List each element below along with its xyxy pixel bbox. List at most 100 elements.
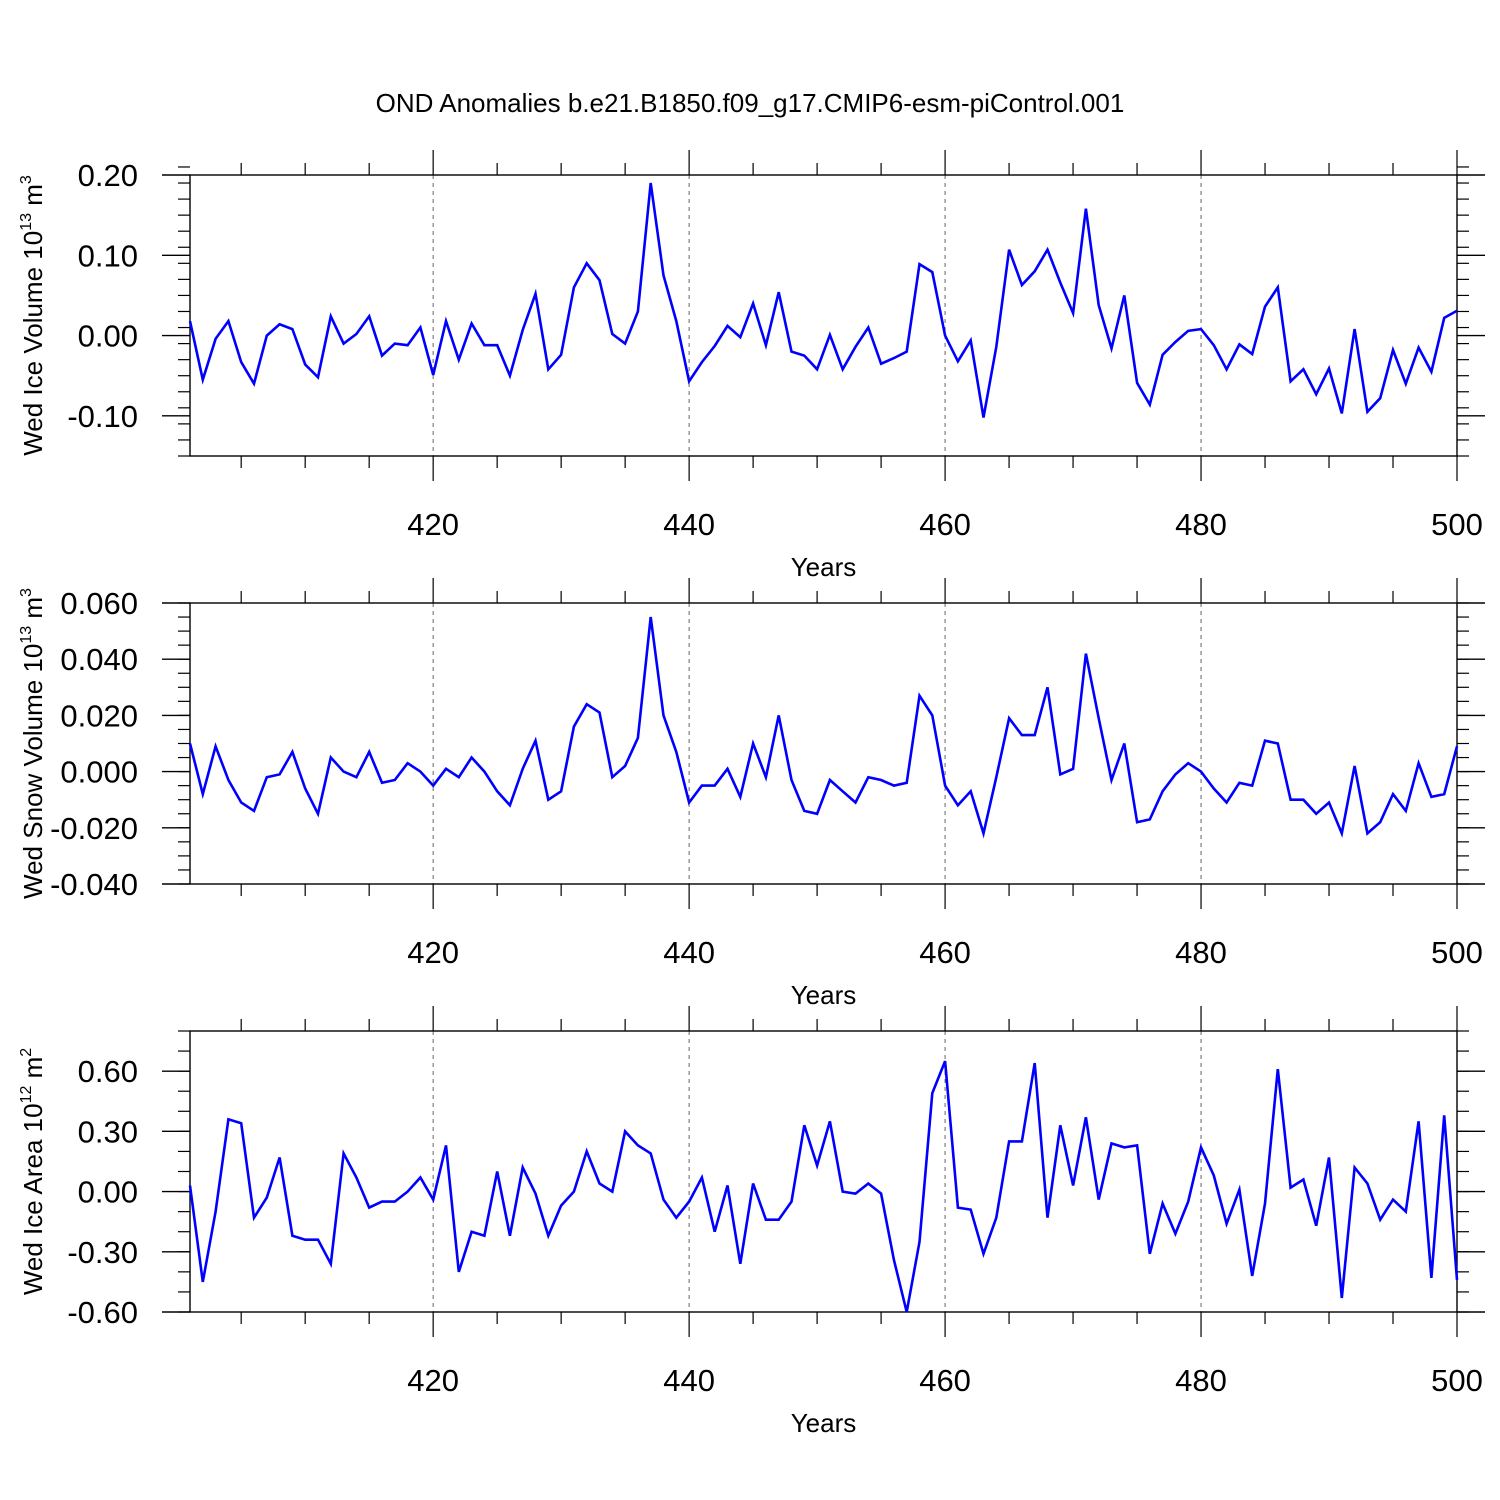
data-point xyxy=(266,776,268,778)
x-tick-label: 500 xyxy=(1431,935,1483,970)
data-point xyxy=(1405,810,1407,812)
data-point xyxy=(1289,380,1291,382)
data-point xyxy=(381,782,383,784)
data-point xyxy=(1110,779,1112,781)
data-point xyxy=(1213,344,1215,346)
data-point xyxy=(662,714,664,716)
data-point xyxy=(995,776,997,778)
data-point xyxy=(841,368,843,370)
y-tick-label: 0.30 xyxy=(78,1114,138,1149)
data-point xyxy=(330,756,332,758)
data-point xyxy=(816,813,818,815)
data-point xyxy=(701,361,703,363)
data-point xyxy=(240,801,242,803)
data-point xyxy=(765,344,767,346)
data-point xyxy=(1430,796,1432,798)
data-point xyxy=(1353,328,1355,330)
data-point xyxy=(1008,1140,1010,1142)
data-point xyxy=(1161,790,1163,792)
data-point xyxy=(752,302,754,304)
y-axis-label: Wed Ice Area 1012 m2 xyxy=(18,1048,48,1295)
data-point xyxy=(470,1231,472,1233)
data-point xyxy=(688,801,690,803)
data-point xyxy=(406,344,408,346)
data-point xyxy=(867,776,869,778)
data-point xyxy=(458,776,460,778)
data-point xyxy=(1046,686,1048,688)
data-point xyxy=(534,293,536,295)
data-point xyxy=(1097,1198,1099,1200)
data-point xyxy=(1315,1224,1317,1226)
data-point xyxy=(304,787,306,789)
data-point xyxy=(1046,1216,1048,1218)
data-point xyxy=(1341,412,1343,414)
data-point xyxy=(1161,354,1163,356)
data-point xyxy=(419,326,421,328)
data-point xyxy=(432,784,434,786)
y-tick-label: -0.040 xyxy=(50,867,138,902)
data-point xyxy=(560,790,562,792)
data-point xyxy=(650,616,652,618)
x-tick-label: 480 xyxy=(1175,507,1227,542)
data-point xyxy=(202,793,204,795)
data-point xyxy=(1417,346,1419,348)
data-point xyxy=(714,784,716,786)
data-point xyxy=(278,323,280,325)
x-tick-label: 440 xyxy=(663,507,715,542)
y-tick-label: -0.020 xyxy=(50,811,138,846)
x-tick-label: 460 xyxy=(919,507,971,542)
data-point xyxy=(458,1271,460,1273)
data-point xyxy=(1123,1146,1125,1148)
data-point xyxy=(445,320,447,322)
data-point xyxy=(1136,382,1138,384)
data-point xyxy=(406,762,408,764)
data-point xyxy=(509,804,511,806)
data-point xyxy=(957,1206,959,1208)
data-point xyxy=(880,362,882,364)
data-point xyxy=(1174,773,1176,775)
data-point xyxy=(790,1200,792,1202)
data-point xyxy=(1136,821,1138,823)
data-point xyxy=(560,1204,562,1206)
data-point xyxy=(227,1118,229,1120)
data-point xyxy=(1008,248,1010,250)
data-point xyxy=(841,790,843,792)
data-point xyxy=(1443,1114,1445,1116)
data-point xyxy=(803,1124,805,1126)
data-point xyxy=(1213,787,1215,789)
data-point xyxy=(611,333,613,335)
data-point xyxy=(1085,652,1087,654)
data-point xyxy=(496,790,498,792)
data-point xyxy=(342,342,344,344)
data-point xyxy=(918,1241,920,1243)
data-point xyxy=(1225,801,1227,803)
data-point xyxy=(189,742,191,744)
data-point xyxy=(1097,304,1099,306)
data-point xyxy=(1238,1188,1240,1190)
data-point xyxy=(432,1198,434,1200)
data-point xyxy=(445,1144,447,1146)
data-point xyxy=(573,725,575,727)
data-point xyxy=(1328,1156,1330,1158)
data-point xyxy=(547,1235,549,1237)
data-point xyxy=(829,334,831,336)
panel-3: 0.60 0.30 0.00 -0.30 -0.60 420 440 460 480 500 Yea… xyxy=(18,1006,1485,1438)
data-point xyxy=(368,315,370,317)
data-point xyxy=(637,737,639,739)
data-point xyxy=(253,383,255,385)
data-point xyxy=(355,776,357,778)
data-point xyxy=(1213,1174,1215,1176)
data-point xyxy=(419,1176,421,1178)
data-point xyxy=(1174,341,1176,343)
data-point xyxy=(739,796,741,798)
data-point xyxy=(470,322,472,324)
data-point xyxy=(1021,1140,1023,1142)
data-point xyxy=(1366,411,1368,413)
y-tick-label: 0.060 xyxy=(60,586,138,621)
data-point xyxy=(880,1192,882,1194)
data-point xyxy=(905,1311,907,1313)
data-point xyxy=(1123,742,1125,744)
data-point xyxy=(957,360,959,362)
data-point xyxy=(1328,367,1330,369)
data-point xyxy=(547,368,549,370)
